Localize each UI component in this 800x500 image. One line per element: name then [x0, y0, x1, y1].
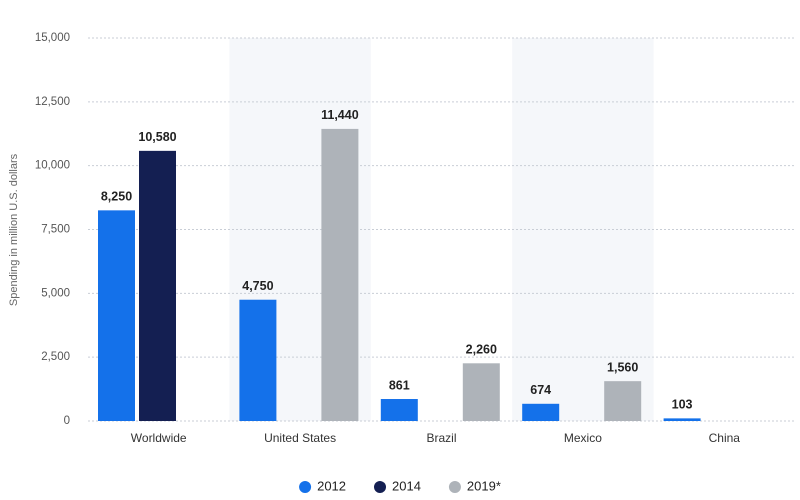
- value-label: 10,580: [138, 130, 176, 144]
- bar: [321, 128, 359, 421]
- x-tick-label: China: [709, 431, 741, 445]
- y-axis-label: Spending in million U.S. dollars: [8, 153, 20, 306]
- bar: [98, 210, 135, 421]
- x-tick-label: Brazil: [426, 431, 456, 445]
- value-label: 4,750: [242, 279, 273, 293]
- value-label: 11,440: [321, 108, 359, 122]
- legend-label: 2012: [317, 478, 346, 493]
- legend-item: 2019*: [448, 478, 501, 493]
- value-label: 103: [672, 398, 693, 412]
- bar: [462, 363, 500, 421]
- bar: [663, 418, 701, 421]
- band-shade: [512, 38, 654, 421]
- bar: [522, 403, 560, 421]
- bar: [380, 399, 418, 421]
- value-label: 1,560: [607, 360, 638, 374]
- y-tick-label: 5,000: [41, 287, 70, 299]
- y-tick-label: 10,000: [35, 160, 70, 172]
- bar: [139, 150, 176, 421]
- legend-swatch: [374, 481, 387, 493]
- legend-label: 2014: [392, 478, 421, 493]
- legend-item: 2014: [374, 478, 421, 493]
- y-tick-label: 0: [64, 415, 70, 427]
- legend-swatch: [299, 481, 312, 493]
- legend-label: 2019*: [467, 478, 501, 493]
- x-tick-label: United States: [264, 431, 336, 445]
- y-tick-label: 15,000: [35, 32, 70, 44]
- legend-item: 2012: [299, 478, 346, 493]
- legend: 2012 2014 2019*: [299, 478, 501, 493]
- value-label: 861: [389, 378, 410, 392]
- bar: [604, 381, 642, 421]
- y-tick-label: 2,500: [41, 351, 70, 363]
- y-tick-label: 7,500: [41, 224, 70, 236]
- y-tick-label: 12,500: [35, 96, 70, 108]
- x-tick-label: Worldwide: [131, 431, 187, 445]
- value-label: 8,250: [101, 190, 132, 204]
- bar: [239, 299, 277, 421]
- value-label: 674: [530, 383, 551, 397]
- value-label: 2,260: [466, 343, 497, 357]
- legend-swatch: [448, 481, 461, 493]
- x-tick-label: Mexico: [564, 431, 602, 445]
